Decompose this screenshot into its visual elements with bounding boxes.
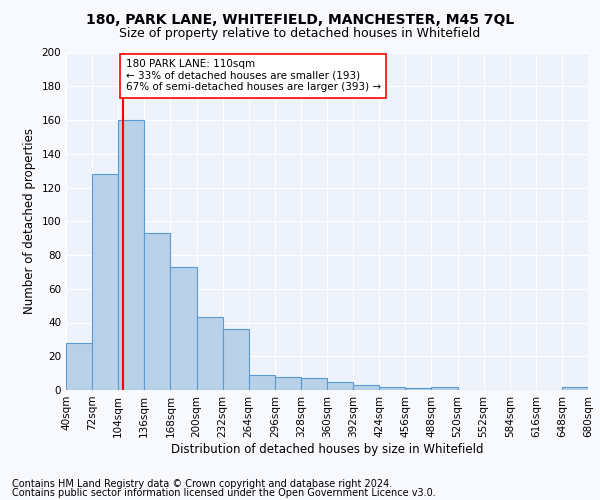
Bar bbox=[327, 382, 353, 390]
Y-axis label: Number of detached properties: Number of detached properties bbox=[23, 128, 36, 314]
Bar bbox=[379, 386, 406, 390]
Bar bbox=[301, 378, 327, 390]
Bar bbox=[170, 267, 197, 390]
Text: Contains HM Land Registry data © Crown copyright and database right 2024.: Contains HM Land Registry data © Crown c… bbox=[12, 479, 392, 489]
Bar bbox=[92, 174, 118, 390]
Text: 180, PARK LANE, WHITEFIELD, MANCHESTER, M45 7QL: 180, PARK LANE, WHITEFIELD, MANCHESTER, … bbox=[86, 12, 514, 26]
Bar bbox=[223, 329, 249, 390]
X-axis label: Distribution of detached houses by size in Whitefield: Distribution of detached houses by size … bbox=[171, 442, 483, 456]
Bar bbox=[406, 388, 431, 390]
Bar bbox=[145, 233, 170, 390]
Bar bbox=[249, 375, 275, 390]
Bar bbox=[353, 385, 379, 390]
Text: 180 PARK LANE: 110sqm
← 33% of detached houses are smaller (193)
67% of semi-det: 180 PARK LANE: 110sqm ← 33% of detached … bbox=[125, 59, 380, 92]
Bar bbox=[275, 376, 301, 390]
Bar bbox=[118, 120, 145, 390]
Text: Size of property relative to detached houses in Whitefield: Size of property relative to detached ho… bbox=[119, 28, 481, 40]
Bar bbox=[197, 318, 223, 390]
Bar bbox=[431, 386, 458, 390]
Text: Contains public sector information licensed under the Open Government Licence v3: Contains public sector information licen… bbox=[12, 488, 436, 498]
Bar bbox=[66, 343, 92, 390]
Bar bbox=[562, 386, 588, 390]
